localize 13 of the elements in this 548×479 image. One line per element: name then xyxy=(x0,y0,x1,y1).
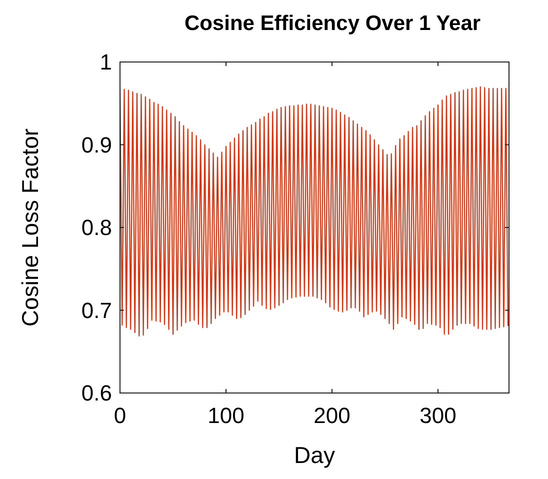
y-tick-label: 0.6 xyxy=(81,380,112,406)
y-tick-label: 0.7 xyxy=(81,298,112,323)
x-tick-label: 0 xyxy=(114,403,126,428)
y-tick-label: 0.9 xyxy=(81,132,112,158)
y-tick-label: 0.8 xyxy=(81,215,112,240)
x-tick-label: 200 xyxy=(314,403,350,428)
y-axis-title: Cosine Loss Factor xyxy=(17,128,43,327)
x-tick-label: 300 xyxy=(420,403,456,428)
line-series xyxy=(120,86,508,336)
y-tick-label: 1 xyxy=(100,50,112,75)
chart-title: Cosine Efficiency Over 1 Year xyxy=(184,12,481,35)
x-axis-title: Day xyxy=(294,442,336,468)
x-tick-label: 100 xyxy=(208,403,244,428)
